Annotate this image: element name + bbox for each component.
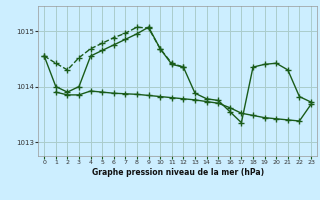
X-axis label: Graphe pression niveau de la mer (hPa): Graphe pression niveau de la mer (hPa) [92,168,264,177]
